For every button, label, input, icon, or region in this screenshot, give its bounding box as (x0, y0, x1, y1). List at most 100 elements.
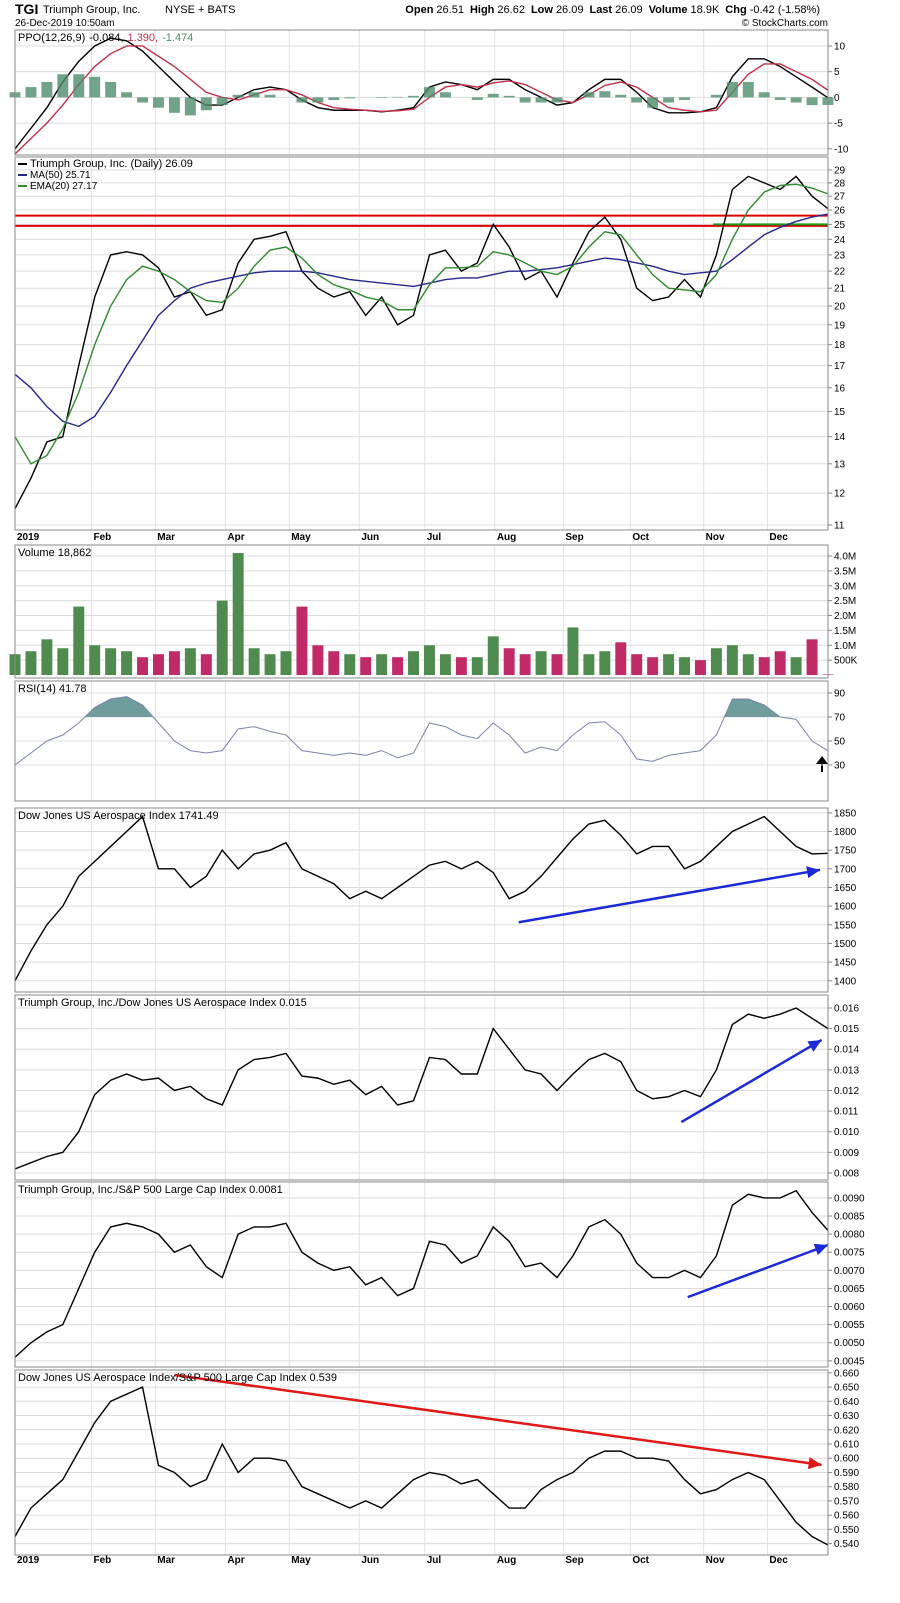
panel-title-text: PPO(12,26,9) (18, 32, 85, 44)
volume-bar (408, 651, 420, 676)
stat-label: Last (589, 4, 612, 16)
volume-bar (105, 648, 117, 676)
panel-title: RSI(14) 41.78 (18, 683, 86, 695)
y-tick-label: 3.5M (834, 566, 856, 577)
histogram-bar (73, 74, 85, 98)
x-tick-label: May (291, 1555, 311, 1566)
volume-bar (232, 553, 244, 676)
volume-bar (248, 648, 260, 676)
y-tick-label: 10 (834, 41, 846, 52)
histogram-bar (376, 97, 388, 98)
histogram-bar (599, 91, 611, 98)
histogram-bar (631, 97, 643, 103)
volume-bar (73, 606, 85, 676)
series-line (14, 213, 829, 428)
histogram-bar (742, 81, 754, 98)
y-tick-label: 5 (834, 67, 840, 78)
y-tick-label: 0.0090 (834, 1193, 865, 1204)
histogram-bar (806, 97, 818, 106)
volume-bar (344, 654, 356, 676)
panel-frame (14, 1181, 829, 1368)
x-tick-label: 2019 (17, 1555, 40, 1566)
histogram-bar (328, 97, 340, 100)
panel-title: Triumph Group, Inc./Dow Jones US Aerospa… (18, 997, 307, 1009)
y-tick-label: 0.580 (834, 1482, 859, 1493)
x-tick-label: Nov (706, 1555, 725, 1566)
panel-title: Triumph Group, Inc./S&P 500 Large Cap In… (18, 1184, 283, 1196)
stat-label: Low (531, 4, 553, 16)
volume-bar (663, 654, 675, 676)
y-tick-label: 0.560 (834, 1511, 859, 1522)
y-tick-label: 1500 (834, 939, 857, 950)
y-tick-label: 1550 (834, 920, 857, 931)
panel-title-text: Volume 18,862 (18, 547, 91, 559)
histogram-bar (137, 97, 149, 103)
volume-bar (631, 654, 643, 676)
y-tick-label: 90 (834, 689, 846, 700)
y-tick-label: -10 (834, 144, 849, 155)
series-line (14, 37, 829, 150)
histogram-bar (392, 96, 404, 98)
panel-frame (14, 680, 829, 802)
x-tick-label: Jul (427, 1555, 442, 1566)
y-tick-label: 0.0060 (834, 1302, 865, 1313)
trendline (174, 1373, 822, 1467)
y-tick-label: 1850 (834, 808, 857, 819)
volume-bar (296, 606, 308, 676)
histogram-bar (200, 97, 212, 111)
x-tick-label: Jun (361, 1555, 379, 1566)
x-tick-label: Oct (632, 532, 649, 543)
volume-bar (806, 639, 818, 676)
histogram-bar (423, 87, 435, 98)
y-tick-label: 0.640 (834, 1397, 859, 1408)
histogram-bar (25, 87, 37, 98)
volume-bar (790, 657, 802, 676)
y-tick-label: 0.570 (834, 1496, 859, 1507)
y-tick-label: 23 (834, 250, 846, 261)
histogram-bar (168, 97, 180, 113)
histogram-bar (758, 92, 770, 98)
y-tick-label: 29 (834, 166, 846, 177)
y-tick-label: 0.0055 (834, 1320, 865, 1331)
volume-bar (694, 660, 706, 676)
x-tick-label: Apr (227, 1555, 244, 1566)
volume-bar (535, 651, 547, 676)
series-line (14, 815, 829, 982)
volume-bar (471, 657, 483, 676)
panel-title: Dow Jones US Aerospace Index 1741.49 (18, 810, 219, 822)
histogram-bar (790, 97, 802, 103)
y-tick-label: 0.620 (834, 1425, 859, 1436)
panel-title-text: Triumph Group, Inc./Dow Jones US Aerospa… (18, 997, 307, 1009)
histogram-bar (774, 97, 786, 100)
y-tick-label: 0.0070 (834, 1266, 865, 1277)
y-tick-label: 1400 (834, 976, 857, 987)
histogram-bar (248, 92, 260, 98)
y-tick-label: 26 (834, 206, 846, 217)
overbought-fill (15, 696, 828, 717)
panel-title-text: RSI(14) 41.78 (18, 683, 86, 695)
trendline-arrowhead (807, 1457, 822, 1470)
trendline-arrowhead (806, 866, 821, 879)
y-tick-label: 0.630 (834, 1411, 859, 1422)
x-tick-label: Feb (94, 1555, 112, 1566)
histogram-bar (471, 97, 483, 100)
histogram-bar (535, 97, 547, 103)
y-tick-label: 12 (834, 489, 846, 500)
histogram-bar (710, 94, 722, 98)
histogram-bar (232, 94, 244, 98)
volume-bar (551, 654, 563, 676)
legend-entry: -0.084, (89, 32, 123, 44)
volume-bar (25, 651, 37, 676)
x-tick-label: Aug (497, 532, 516, 543)
trendline-arrowhead (807, 1039, 822, 1052)
histogram-bar (152, 97, 164, 108)
y-tick-label: 0.600 (834, 1454, 859, 1465)
y-tick-label: 24 (834, 235, 846, 246)
histogram-bar (216, 97, 228, 106)
grid (14, 30, 828, 1555)
y-tick-label: 0.0085 (834, 1212, 865, 1223)
y-tick-label: 18 (834, 340, 846, 351)
x-tick-label: Oct (632, 1555, 649, 1566)
stat-label: Chg (725, 4, 746, 16)
